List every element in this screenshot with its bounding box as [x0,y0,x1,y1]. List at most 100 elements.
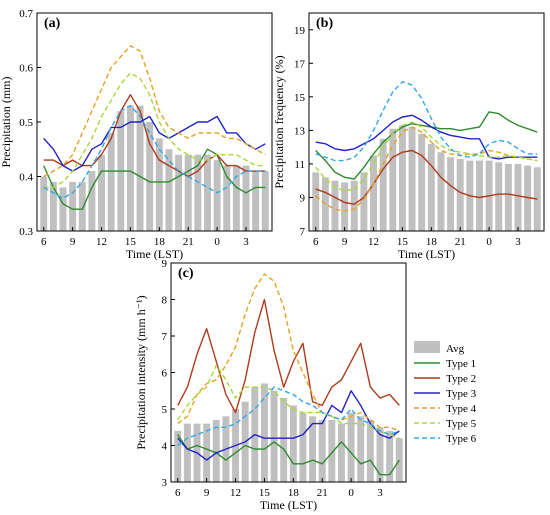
x-tick-label: 12 [230,487,241,499]
x-tick-label: 9 [204,487,210,499]
avg-bar [98,154,105,231]
avg-bar [261,171,269,231]
panel-b: 7 9 11 13 15 17 19 6 9 12 15 18 21 0 3 Time (LST) Precip… [272,12,545,261]
x-tick-label: 6 [175,487,181,499]
avg-bar [175,154,183,231]
avg-bar [146,122,154,231]
x-tick-label: 21 [317,487,328,499]
x-tick-label: 0 [214,236,220,248]
avg-bar [386,430,394,482]
avg-bar [309,416,317,482]
avg-bar [126,105,134,231]
series-line-type-5 [177,364,400,439]
avg-bar [418,133,426,231]
avg-bar [183,423,191,482]
y-tick-label: 0.4 [19,172,33,184]
x-tick-label: 18 [288,487,300,499]
avg-bar [318,419,326,482]
avg-bar [184,154,192,231]
avg-bar [312,172,320,231]
series-line-type-1 [43,148,266,210]
y-tick-label: 13 [294,125,306,137]
avg-bar [427,143,435,231]
x-tick-label: 15 [259,487,271,499]
series-line-type-6 [315,81,538,162]
series-line-type-3 [177,390,400,461]
avg-bar [341,182,349,231]
x-axis-label: Time (LST) [398,247,455,261]
avg-bar [328,419,336,482]
legend: Avg Type 1 Type 2 Type 3 Type 4 Type 5 Type 6 [414,341,477,445]
y-axis-label: Precipitation intensity (mm h⁻¹) [134,295,148,449]
avg-bar [524,165,532,231]
legend-label: Type 2 [446,373,476,385]
avg-bar [270,390,278,482]
avg-bar [389,128,397,231]
series-line-type-6 [177,386,400,447]
x-tick-label: 21 [455,236,466,248]
y-tick-label: 5 [162,404,168,416]
avg-bar [447,157,455,231]
avg-bar [59,187,67,231]
avg-bar [514,163,522,231]
avg-bar [88,171,96,231]
avg-bar [203,423,211,482]
panel-a: 0.3 0.4 0.5 0.6 0.7 6 9 12 15 18 21 0 3 Time (LST) Pre… [0,8,273,261]
y-tick-label: 8 [162,295,168,307]
x-tick-label: 3 [243,236,249,248]
avg-bar [213,160,221,231]
avg-bar [360,172,368,231]
series-line-type-4 [315,126,538,212]
panel-c: 3 4 5 6 7 8 9 6 9 12 15 18 21 0 3 Time (LST) Precipitati… [134,258,407,512]
avg-bar [223,165,231,231]
avg-bar [376,427,384,482]
y-axis-label: Precipitation (mm) [0,77,13,168]
avg-bar [155,138,163,231]
y-tick-label: 0.7 [19,8,33,20]
y-tick-label: 0.6 [19,63,33,75]
avg-bar [379,138,387,231]
y-tick-label: 3 [162,477,168,489]
x-tick-label: 21 [183,236,194,248]
x-tick-label: 15 [397,236,409,248]
series-line-type-4 [177,273,400,432]
y-tick-label: 7 [300,226,306,238]
avg-bar [165,149,173,231]
panel-label: (a) [44,16,61,31]
avg-bar [40,176,48,231]
legend-label: Type 1 [446,358,476,370]
y-tick-label: 7 [162,331,168,343]
x-tick-label: 12 [368,236,379,248]
series-line-type-4 [43,45,266,178]
series-line-type-2 [43,93,266,178]
x-tick-label: 18 [154,236,166,248]
series-line-type-2 [177,298,400,414]
x-tick-label: 9 [70,236,76,248]
legend-label: Avg [446,343,465,355]
y-tick-label: 4 [162,441,168,453]
avg-bar [299,412,307,482]
series-line-type-5 [43,72,266,189]
y-tick-label: 0.5 [19,117,33,129]
x-tick-label: 6 [313,236,319,248]
legend-label: Type 5 [446,418,477,430]
series-line-type-5 [315,121,538,192]
avg-bar [69,181,77,231]
avg-bar [289,405,297,482]
avg-bar [78,181,86,231]
avg-bar [476,160,483,231]
y-tick-label: 9 [162,258,168,270]
x-axis-label: Time (LST) [126,247,183,261]
x-tick-label: 3 [377,487,383,499]
avg-bar [408,127,416,231]
avg-bar [174,430,182,482]
avg-bar [398,125,406,231]
avg-bar [49,181,57,231]
avg-bar [338,423,345,482]
series-line-type-3 [43,115,266,172]
y-tick-label: 15 [294,92,306,104]
y-tick-label: 0.3 [19,226,33,238]
x-tick-label: 12 [96,236,107,248]
y-tick-label: 19 [294,25,306,37]
